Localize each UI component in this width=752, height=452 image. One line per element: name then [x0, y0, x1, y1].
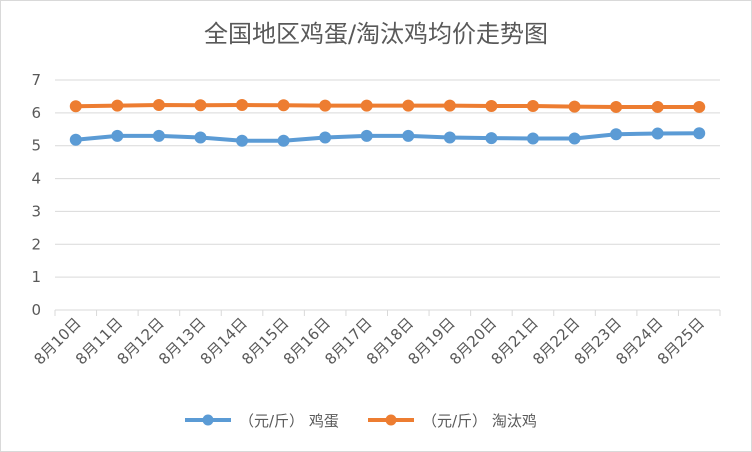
y-tick-label: 3	[31, 202, 41, 220]
y-axis-ticks: 0 1 2 3 4 5 6 7	[31, 71, 41, 319]
legend-marker	[385, 414, 397, 426]
data-point	[693, 100, 706, 113]
data-point	[194, 99, 207, 112]
data-point	[568, 100, 581, 113]
y-tick-label: 2	[31, 235, 41, 253]
data-point	[360, 129, 373, 142]
y-tick-label: 1	[31, 268, 41, 286]
data-point	[319, 131, 332, 144]
series-line-0	[75, 131, 700, 143]
data-point	[111, 129, 124, 142]
data-point	[319, 99, 332, 112]
data-point	[69, 133, 82, 146]
data-point	[568, 132, 581, 145]
y-tick-label: 0	[31, 301, 41, 319]
x-axis-ticks: 8月10日8月11日8月12日8月13日8月14日8月15日8月16日8月17日…	[30, 310, 721, 368]
data-point	[485, 132, 498, 145]
y-tick-label: 7	[31, 71, 41, 89]
data-point	[152, 129, 165, 142]
data-point	[194, 131, 207, 144]
legend-label: （元/斤） 鸡蛋	[239, 412, 339, 430]
data-point	[236, 98, 249, 111]
y-tick-label: 6	[31, 104, 41, 122]
chart-title: 全国地区鸡蛋/淘汰鸡均价走势图	[204, 20, 548, 48]
series-line-1	[75, 102, 700, 109]
data-point	[526, 99, 539, 112]
data-point	[443, 131, 456, 144]
legend-label: （元/斤） 淘汰鸡	[422, 412, 537, 430]
y-tick-label: 4	[31, 170, 41, 188]
data-point	[69, 100, 82, 113]
data-point	[277, 99, 290, 112]
data-point	[693, 127, 706, 140]
data-point	[526, 132, 539, 145]
data-point	[111, 99, 124, 112]
gridlines	[55, 79, 720, 311]
x-tick-label: 8月25日	[654, 314, 708, 368]
data-point	[443, 99, 456, 112]
data-point	[485, 99, 498, 112]
data-point	[360, 99, 373, 112]
data-point	[236, 134, 249, 147]
data-point	[152, 98, 165, 111]
legend: （元/斤） 鸡蛋 （元/斤） 淘汰鸡	[185, 412, 537, 430]
data-point	[651, 127, 664, 140]
data-point	[610, 128, 623, 141]
data-point	[402, 129, 415, 142]
y-tick-label: 5	[31, 137, 41, 155]
data-point	[402, 99, 415, 112]
series-group	[69, 98, 706, 147]
data-point	[610, 100, 623, 113]
data-point	[651, 100, 664, 113]
legend-marker	[202, 414, 214, 426]
data-point	[277, 134, 290, 147]
